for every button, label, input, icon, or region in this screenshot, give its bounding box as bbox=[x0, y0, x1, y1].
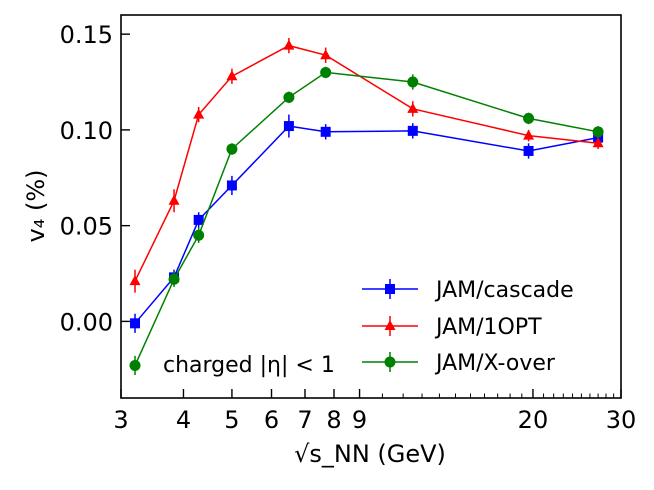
data-point bbox=[226, 70, 238, 81]
legend-item-xover: JAM/X-over bbox=[362, 351, 556, 376]
y-tick-label: 0.10 bbox=[60, 117, 113, 145]
data-point bbox=[193, 214, 204, 225]
data-point bbox=[226, 180, 237, 191]
plot-frame bbox=[120, 14, 622, 399]
data-point bbox=[407, 102, 419, 113]
data-point bbox=[283, 39, 295, 50]
annotation-charged-eta: charged |η| < 1 bbox=[163, 353, 335, 378]
data-point bbox=[129, 359, 141, 371]
legend-marker-cascade bbox=[385, 284, 395, 294]
legend-label-xover: JAM/X-over bbox=[434, 351, 556, 376]
series-line bbox=[134, 44, 599, 282]
x-tick-label: 9 bbox=[352, 406, 367, 434]
data-point bbox=[407, 125, 418, 136]
legend-label-cascade: JAM/cascade bbox=[434, 278, 574, 303]
x-tick-label: 20 bbox=[518, 406, 549, 434]
data-point bbox=[283, 121, 294, 132]
axis-ticks: 3 4 5 6 7 8 9 20 30 0.00 0.05 0.10 0.15 bbox=[60, 21, 637, 434]
legend-item-cascade: JAM/cascade bbox=[362, 278, 574, 303]
legend: JAM/cascade JAM/1OPT JAM/X-over bbox=[362, 278, 574, 376]
data-point bbox=[523, 145, 534, 156]
data-point bbox=[226, 143, 238, 155]
data-point bbox=[168, 273, 180, 285]
data-point bbox=[320, 66, 332, 78]
x-tick-label: 30 bbox=[606, 406, 637, 434]
y-axis-label: v₄ (%) bbox=[22, 170, 50, 243]
data-point bbox=[168, 194, 180, 205]
data-point bbox=[130, 318, 141, 329]
data-point bbox=[523, 112, 535, 124]
x-tick-label: 5 bbox=[224, 406, 239, 434]
x-tick-label: 6 bbox=[264, 406, 279, 434]
legend-marker-xover bbox=[384, 356, 396, 368]
x-tick-label: 3 bbox=[113, 406, 128, 434]
x-tick-label: 4 bbox=[176, 406, 191, 434]
series-JAM/X-over bbox=[129, 66, 604, 376]
data-point bbox=[283, 91, 295, 103]
y-tick-label: 0.15 bbox=[60, 21, 113, 49]
data-point bbox=[193, 108, 205, 119]
y-tick-label: 0.00 bbox=[60, 308, 113, 336]
data-point bbox=[523, 129, 535, 140]
legend-marker-1opt bbox=[384, 320, 396, 330]
data-point bbox=[193, 229, 205, 241]
legend-label-1opt: JAM/1OPT bbox=[434, 315, 542, 340]
data-point bbox=[592, 126, 604, 138]
data-point bbox=[129, 275, 141, 286]
series-JAM/1OPT bbox=[129, 37, 604, 293]
data-point bbox=[592, 137, 604, 148]
legend-item-1opt: JAM/1OPT bbox=[362, 315, 542, 340]
data-point bbox=[320, 126, 331, 137]
data-series bbox=[129, 37, 604, 376]
x-tick-label: 7 bbox=[297, 406, 312, 434]
x-axis-label: √s_NN (GeV) bbox=[294, 440, 446, 468]
y-tick-label: 0.05 bbox=[60, 213, 113, 241]
data-point bbox=[320, 49, 332, 60]
data-point bbox=[407, 76, 419, 88]
x-tick-label: 8 bbox=[326, 406, 341, 434]
